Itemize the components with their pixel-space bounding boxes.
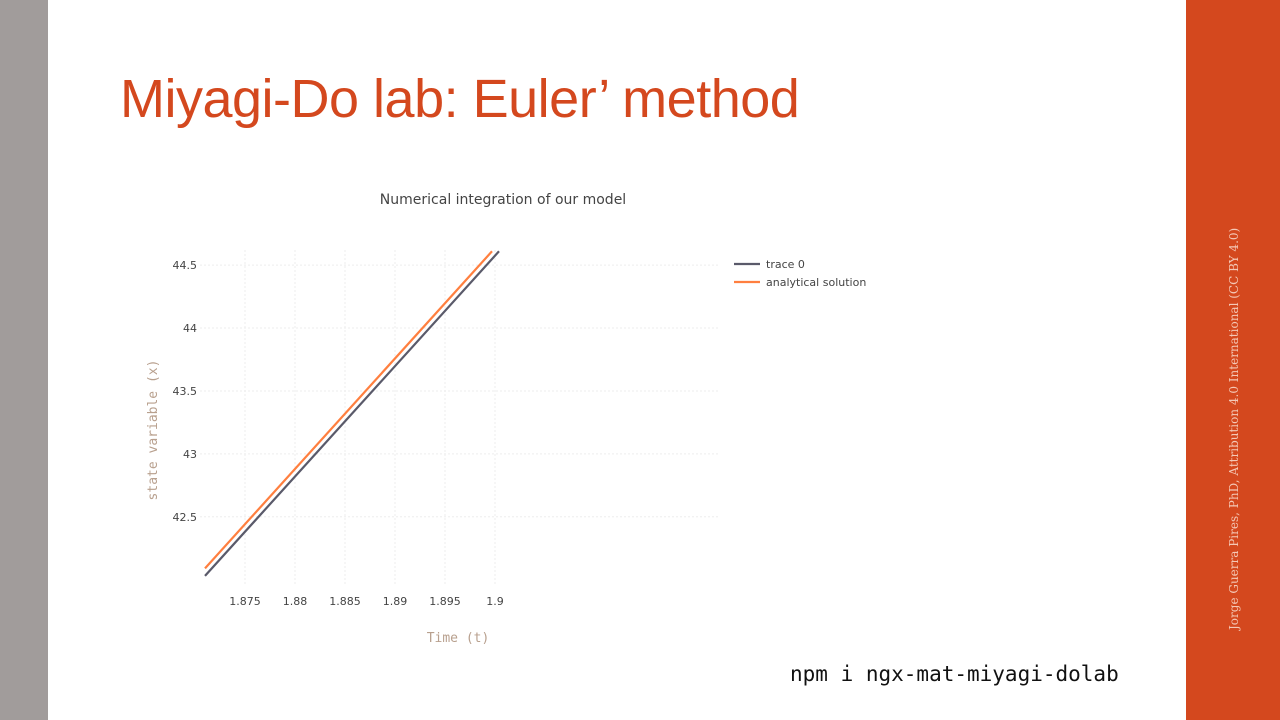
x-tick-label: 1.89	[383, 595, 408, 608]
legend: trace 0 analytical solution	[734, 258, 866, 289]
x-tick-label: 1.895	[429, 595, 461, 608]
legend-label: analytical solution	[766, 276, 866, 289]
x-tick-label: 1.88	[283, 595, 308, 608]
x-tick-label: 1.875	[229, 595, 261, 608]
npm-install-command: npm i ngx-mat-miyagi-dolab	[790, 662, 1119, 686]
left-side-bar	[0, 0, 48, 720]
series-layer	[204, 250, 500, 577]
y-tick-label: 43	[183, 448, 197, 461]
right-side-bar	[1186, 0, 1280, 720]
x-tick-label: 1.885	[329, 595, 361, 608]
chart-title: Numerical integration of our model	[380, 192, 626, 208]
line-chart: Numerical integration of our model 1.875…	[146, 192, 866, 646]
y-tick-label: 44.5	[173, 259, 198, 272]
x-axis-label: Time (t)	[427, 631, 490, 646]
series-line-2	[204, 250, 493, 570]
slide-title: Miyagi-Do lab: Euler’ method	[120, 69, 800, 129]
y-tick-label: 43.5	[173, 385, 198, 398]
y-axis-label: state variable (x)	[146, 360, 161, 501]
tick-layer: 1.875 1.88 1.885 1.89 1.895 1.9 42.5 43 43.5 44 44…	[173, 259, 504, 608]
legend-label: trace 0	[766, 258, 805, 271]
y-tick-label: 44	[183, 322, 197, 335]
y-tick-label: 42.5	[173, 511, 198, 524]
author-credit: Jorge Guerra Pires, PhD, Attribution 4.0…	[1227, 227, 1241, 630]
series-line-1	[204, 250, 500, 577]
x-tick-label: 1.9	[486, 595, 504, 608]
grid-layer	[200, 250, 720, 586]
